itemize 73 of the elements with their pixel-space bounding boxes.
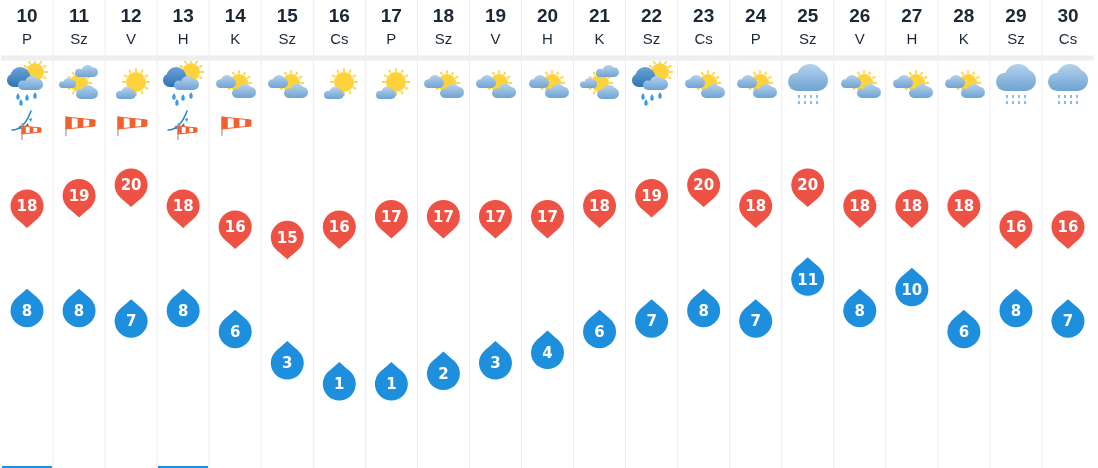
x-tick-label: 13 H — [172, 5, 194, 47]
data-label: 20 — [797, 176, 819, 195]
x-tick-label: 20 H — [536, 5, 559, 47]
x-tick-label: 11 Sz — [69, 5, 90, 47]
x-tick-label: 23 Cs — [693, 5, 715, 47]
data-label: 3 — [282, 354, 293, 373]
data-label: 6 — [230, 322, 241, 341]
x-tick-label: 15 Sz — [276, 5, 299, 47]
point — [374, 367, 408, 401]
data-label: 16 — [328, 218, 350, 237]
x-tick-label: 10 P — [16, 5, 38, 47]
point — [114, 304, 148, 338]
data-label: 7 — [1062, 312, 1074, 331]
data-label: 18 — [745, 197, 767, 216]
point — [635, 304, 669, 338]
data-label: 20 — [693, 176, 715, 195]
point — [531, 336, 564, 370]
x-tick-label: 16 Cs — [328, 5, 350, 47]
x-tick-label: 28 K — [953, 5, 975, 47]
point — [322, 367, 356, 401]
x-tick-label: 19 V — [484, 5, 507, 47]
data-label: 7 — [646, 312, 657, 331]
data-label: 8 — [1010, 302, 1022, 321]
data-label: 16 — [1005, 218, 1027, 237]
data-label: 18 — [589, 197, 610, 216]
data-label: 8 — [698, 302, 709, 321]
data-label: 17 — [485, 207, 506, 226]
x-tick-label: 24 P — [745, 5, 767, 47]
x-tick-label: 17 P — [380, 5, 402, 47]
x-tick-label: 12 V — [120, 5, 142, 47]
data-label: 1 — [386, 375, 397, 394]
data-label: 6 — [594, 322, 605, 341]
data-label: 17 — [380, 207, 402, 226]
x-tick-label: 22 Sz — [641, 5, 663, 47]
data-label: 7 — [750, 312, 761, 331]
x-tick-label: 27 H — [901, 5, 923, 47]
x-tick-label: 18 Sz — [432, 5, 454, 47]
data-label: 18 — [901, 197, 923, 216]
data-label: 18 — [16, 197, 38, 216]
data-label: 8 — [21, 302, 33, 321]
data-label: 10 — [901, 281, 923, 300]
data-label: 8 — [73, 302, 85, 321]
point — [426, 357, 460, 391]
data-label: 17 — [432, 207, 454, 226]
data-label: 4 — [542, 343, 553, 362]
x-tick-label: 30 Cs — [1057, 5, 1079, 47]
data-label: 6 — [958, 322, 970, 341]
x-tick-label: 21 K — [588, 5, 611, 47]
x-tick-label: 29 Sz — [1005, 5, 1027, 47]
point — [739, 304, 773, 338]
data-label: 19 — [68, 186, 90, 205]
point — [1051, 304, 1085, 338]
data-label: 18 — [953, 197, 975, 216]
data-label: 16 — [224, 218, 246, 237]
data-label: 19 — [641, 186, 663, 205]
data-label: 8 — [854, 302, 865, 321]
point — [478, 346, 512, 380]
data-label: 17 — [537, 207, 558, 226]
data-label: 20 — [120, 176, 142, 195]
data-label: 7 — [125, 312, 137, 331]
data-label: 15 — [276, 228, 298, 247]
data-label: 8 — [177, 302, 189, 321]
data-label: 18 — [849, 197, 871, 216]
point — [270, 346, 304, 380]
x-tick-label: 26 V — [849, 5, 871, 47]
data-label: 18 — [172, 197, 194, 216]
data-label: 2 — [438, 364, 449, 383]
x-tick-label: 14 K — [224, 5, 247, 47]
data-label: 1 — [334, 375, 345, 394]
x-tick-label: 25 Sz — [797, 5, 819, 47]
data-label: 3 — [490, 354, 501, 373]
data-label: 11 — [797, 270, 819, 289]
data-label: 16 — [1057, 218, 1079, 237]
